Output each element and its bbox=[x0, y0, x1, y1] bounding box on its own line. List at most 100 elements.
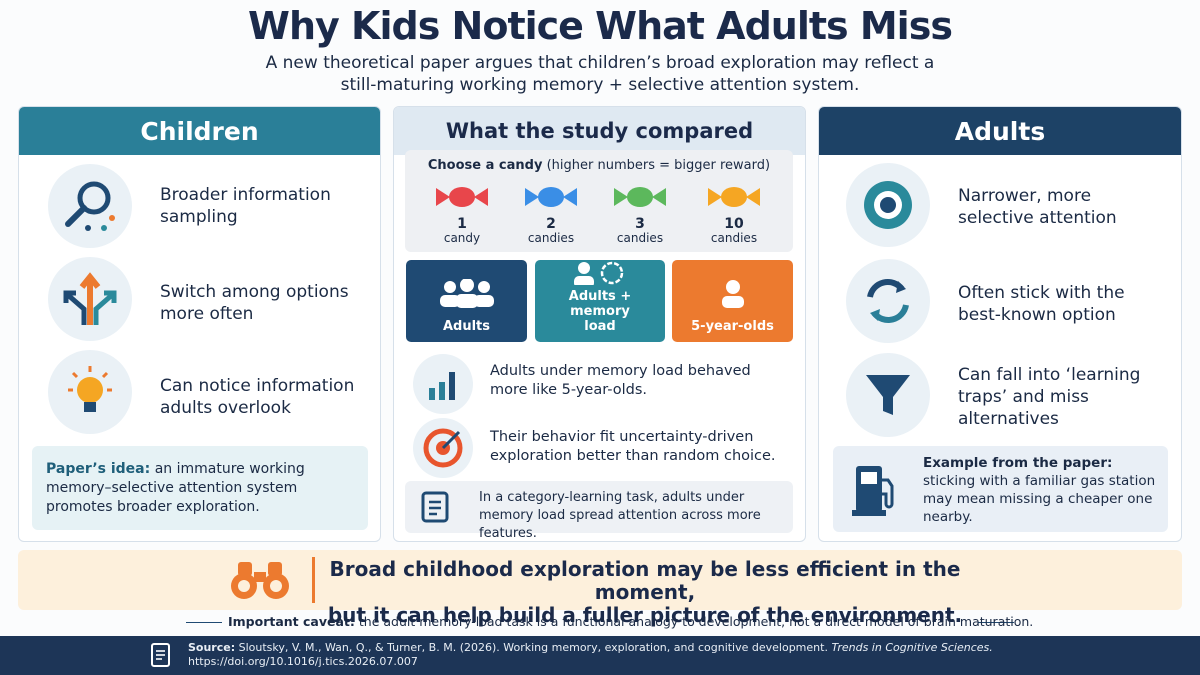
source-line: Source: Sloutsky, V. M., Wan, Q., & Turn… bbox=[188, 641, 1088, 655]
shape bbox=[429, 500, 441, 516]
shape bbox=[578, 262, 590, 274]
rule bbox=[978, 622, 1014, 623]
shape bbox=[439, 279, 494, 308]
candy-count: 2 bbox=[546, 216, 556, 232]
shape bbox=[436, 188, 488, 206]
shape bbox=[270, 580, 282, 592]
source-label: Source: bbox=[188, 641, 236, 654]
shape bbox=[238, 580, 250, 592]
subtitle: A new theoretical paper argues that chil… bbox=[265, 53, 935, 95]
journal: Trends in Cognitive Sciences. bbox=[831, 641, 993, 654]
candy-label: Choose a candy bbox=[427, 158, 543, 173]
shape bbox=[896, 281, 906, 293]
group-label: 5-year-olds bbox=[691, 319, 774, 334]
shape bbox=[101, 225, 107, 231]
funnel-icon bbox=[866, 375, 910, 415]
shape bbox=[870, 309, 880, 321]
shape bbox=[449, 187, 475, 207]
group-card: 5-year-olds bbox=[672, 260, 793, 342]
shape bbox=[882, 478, 894, 509]
candy-option: 2 candies bbox=[511, 180, 591, 245]
takeaway: Broad childhood exploration may be less … bbox=[325, 558, 965, 627]
finding-text: Their behavior fit uncertainty-driven ex… bbox=[490, 429, 776, 464]
caveat: Important caveat: the adult memory-load … bbox=[228, 614, 1033, 629]
icon bbox=[413, 354, 473, 414]
source-icon bbox=[151, 643, 170, 667]
panel-title: Adults bbox=[819, 107, 1181, 155]
icon bbox=[846, 163, 930, 247]
candy-option: 1 candy bbox=[422, 180, 502, 245]
icon bbox=[48, 350, 132, 434]
document-icon bbox=[421, 491, 449, 523]
shape bbox=[525, 188, 577, 206]
shape bbox=[84, 402, 96, 412]
caveat-text: the adult memory-load task is a function… bbox=[358, 614, 1034, 629]
group-card: Adults bbox=[406, 260, 527, 342]
focus-icon bbox=[864, 181, 912, 229]
candy-icon bbox=[614, 187, 666, 207]
example-text: sticking with a familiar gas station may… bbox=[923, 473, 1156, 525]
shape bbox=[614, 188, 666, 206]
shape bbox=[77, 377, 103, 403]
shape bbox=[725, 280, 740, 294]
shape bbox=[439, 295, 460, 307]
candy-icon bbox=[708, 187, 760, 207]
group-label: Adults + memory load bbox=[568, 289, 632, 334]
shape bbox=[574, 262, 594, 285]
idea-box: Paper’s idea: an immature working memory… bbox=[32, 446, 368, 530]
shape bbox=[151, 643, 170, 667]
item-text: Can fall into ‘learning traps’ and miss … bbox=[958, 365, 1141, 429]
shape bbox=[93, 290, 117, 325]
target-icon bbox=[423, 428, 463, 468]
shape bbox=[439, 382, 445, 400]
icon bbox=[846, 259, 930, 343]
divider bbox=[312, 557, 315, 603]
candy-unit: candy bbox=[443, 231, 481, 245]
gas-pump-icon bbox=[852, 466, 894, 516]
shape bbox=[627, 187, 653, 207]
bulb-icon bbox=[68, 366, 112, 412]
panel-title: What the study compared bbox=[394, 107, 805, 155]
shape bbox=[254, 572, 266, 582]
shape bbox=[721, 280, 744, 308]
doi: https://doi.org/10.1016/j.tics.2026.07.0… bbox=[188, 655, 418, 668]
item-text: Often stick with the best-known option bbox=[958, 283, 1125, 325]
shape bbox=[459, 279, 474, 292]
candy-heading: Choose a candy (higher numbers = bigger … bbox=[405, 158, 793, 173]
candy-option: 3 candies bbox=[600, 180, 680, 245]
item-text: Narrower, more selective attention bbox=[958, 186, 1117, 228]
item-text: Broader information sampling bbox=[160, 185, 331, 227]
footer bbox=[0, 636, 1200, 675]
takeaway-band bbox=[18, 550, 1182, 610]
citation: Sloutsky, V. M., Wan, Q., & Turner, B. M… bbox=[238, 641, 828, 654]
shape bbox=[71, 371, 79, 379]
shape bbox=[68, 366, 112, 392]
shape bbox=[429, 388, 435, 400]
child-icon bbox=[721, 280, 744, 308]
shape bbox=[600, 261, 624, 285]
shape bbox=[77, 181, 111, 215]
caveat-label: Important caveat: bbox=[228, 614, 355, 629]
magnifier-icon bbox=[65, 181, 115, 231]
candy-note: (higher numbers = bigger reward) bbox=[546, 158, 771, 173]
shape bbox=[880, 197, 896, 213]
people-icon bbox=[439, 279, 494, 308]
shape bbox=[63, 290, 87, 325]
idea-label: Paper’s idea: bbox=[46, 461, 151, 477]
person-load-icon bbox=[574, 261, 624, 285]
item-text: Can notice information adults overlook bbox=[160, 376, 355, 418]
rule bbox=[186, 622, 222, 623]
chart-icon bbox=[429, 372, 455, 400]
panel-title: Children bbox=[19, 107, 380, 155]
icon bbox=[48, 257, 132, 341]
shape bbox=[443, 281, 456, 293]
shape bbox=[861, 472, 877, 484]
shape bbox=[538, 187, 564, 207]
candy-count: 3 bbox=[635, 216, 645, 232]
takeaway-line: Broad childhood exploration may be less … bbox=[329, 557, 961, 604]
shape bbox=[449, 372, 455, 400]
candy-icon bbox=[525, 187, 577, 207]
shape bbox=[421, 491, 449, 523]
